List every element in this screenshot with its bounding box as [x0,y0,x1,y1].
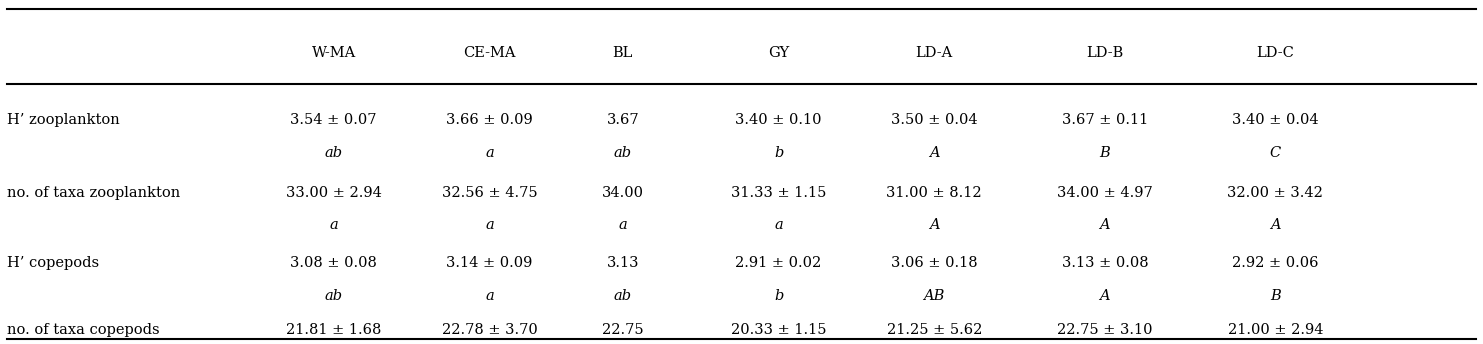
Text: 3.67: 3.67 [607,114,639,127]
Text: 3.13 ± 0.08: 3.13 ± 0.08 [1062,256,1148,270]
Text: 21.81 ± 1.68: 21.81 ± 1.68 [286,323,381,337]
Text: C: C [1269,146,1281,160]
Text: LD-A: LD-A [915,46,954,60]
Text: A: A [1269,218,1281,232]
Text: GY: GY [768,46,789,60]
Text: 3.06 ± 0.18: 3.06 ± 0.18 [891,256,977,270]
Text: ab: ab [325,289,343,303]
Text: A: A [1099,289,1111,303]
Text: 31.00 ± 8.12: 31.00 ± 8.12 [887,186,982,200]
Text: no. of taxa copepods: no. of taxa copepods [7,323,160,337]
Text: 3.40 ± 0.04: 3.40 ± 0.04 [1232,114,1318,127]
Text: 21.00 ± 2.94: 21.00 ± 2.94 [1228,323,1323,337]
Text: 21.25 ± 5.62: 21.25 ± 5.62 [887,323,982,337]
Text: LD-B: LD-B [1086,46,1124,60]
Text: 3.66 ± 0.09: 3.66 ± 0.09 [446,114,532,127]
Text: a: a [774,218,783,232]
Text: a: a [485,289,494,303]
Text: B: B [1269,289,1281,303]
Text: CE-MA: CE-MA [463,46,516,60]
Text: 31.33 ± 1.15: 31.33 ± 1.15 [731,186,826,200]
Text: A: A [1099,218,1111,232]
Text: a: a [485,146,494,160]
Text: b: b [774,289,783,303]
Text: 2.92 ± 0.06: 2.92 ± 0.06 [1232,256,1318,270]
Text: 2.91 ± 0.02: 2.91 ± 0.02 [736,256,822,270]
Text: 20.33 ± 1.15: 20.33 ± 1.15 [731,323,826,337]
Text: ab: ab [614,289,632,303]
Text: a: a [329,218,338,232]
Text: H’ copepods: H’ copepods [7,256,99,270]
Text: 34.00 ± 4.97: 34.00 ± 4.97 [1057,186,1152,200]
Text: b: b [774,146,783,160]
Text: 3.40 ± 0.10: 3.40 ± 0.10 [736,114,822,127]
Text: a: a [485,218,494,232]
Text: ab: ab [325,146,343,160]
Text: BL: BL [612,46,633,60]
Text: 3.50 ± 0.04: 3.50 ± 0.04 [891,114,977,127]
Text: no. of taxa zooplankton: no. of taxa zooplankton [7,186,181,200]
Text: 22.75 ± 3.10: 22.75 ± 3.10 [1057,323,1152,337]
Text: H’ zooplankton: H’ zooplankton [7,114,120,127]
Text: 34.00: 34.00 [602,186,644,200]
Text: 32.56 ± 4.75: 32.56 ± 4.75 [442,186,537,200]
Text: W-MA: W-MA [311,46,356,60]
Text: LD-C: LD-C [1256,46,1295,60]
Text: 3.08 ± 0.08: 3.08 ± 0.08 [291,256,377,270]
Text: A: A [928,218,940,232]
Text: 22.78 ± 3.70: 22.78 ± 3.70 [442,323,537,337]
Text: 3.13: 3.13 [607,256,639,270]
Text: 3.54 ± 0.07: 3.54 ± 0.07 [291,114,377,127]
Text: a: a [618,218,627,232]
Text: 22.75: 22.75 [602,323,644,337]
Text: 32.00 ± 3.42: 32.00 ± 3.42 [1228,186,1323,200]
Text: 3.14 ± 0.09: 3.14 ± 0.09 [446,256,532,270]
Text: A: A [928,146,940,160]
Text: B: B [1099,146,1111,160]
Text: 3.67 ± 0.11: 3.67 ± 0.11 [1062,114,1148,127]
Text: ab: ab [614,146,632,160]
Text: 33.00 ± 2.94: 33.00 ± 2.94 [286,186,381,200]
Text: AB: AB [924,289,945,303]
